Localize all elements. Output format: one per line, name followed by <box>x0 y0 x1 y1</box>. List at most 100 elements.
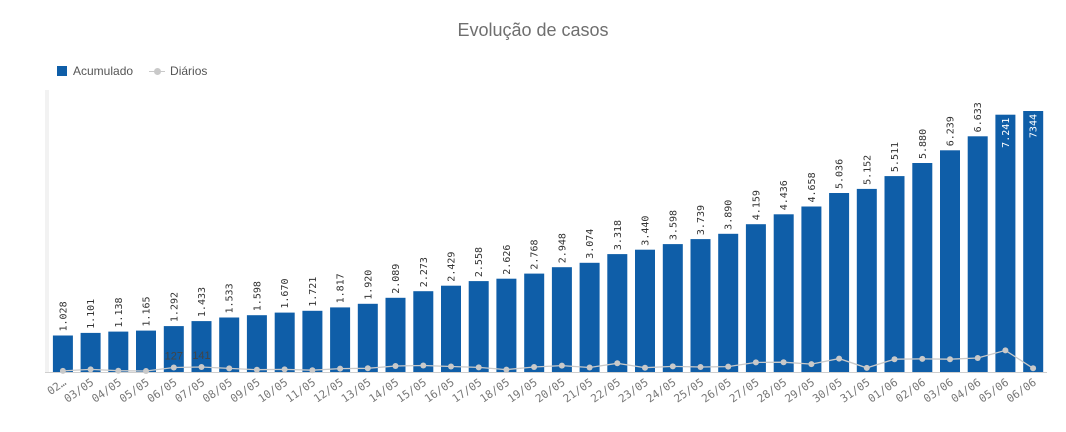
bar-acumulado[interactable] <box>52 335 73 373</box>
bar-acumulado[interactable] <box>967 136 988 372</box>
bar-acumulado[interactable] <box>579 262 600 372</box>
point-diarios[interactable] <box>808 361 815 368</box>
point-diarios[interactable] <box>614 360 621 367</box>
bar-acumulado[interactable] <box>662 244 683 372</box>
bar-acumulado[interactable] <box>745 224 766 372</box>
point-diarios[interactable] <box>59 367 66 374</box>
point-diarios[interactable] <box>586 364 593 371</box>
point-diarios[interactable] <box>697 364 704 370</box>
bar-value-label: 5.511 <box>890 142 901 172</box>
x-tick-label: 03/05 <box>62 376 97 406</box>
bar-acumulado[interactable] <box>163 326 184 372</box>
point-diarios[interactable] <box>337 365 344 372</box>
point-diarios[interactable] <box>919 355 926 362</box>
point-diarios[interactable] <box>974 355 981 361</box>
point-diarios[interactable] <box>1002 347 1009 354</box>
point-diarios[interactable] <box>863 364 870 371</box>
bar-acumulado[interactable] <box>330 307 351 372</box>
bar-acumulado[interactable] <box>718 233 739 372</box>
bar-value-label: 7.241 <box>1001 118 1012 148</box>
bar-acumulado[interactable] <box>1023 111 1044 372</box>
point-diarios[interactable] <box>281 366 288 373</box>
point-diarios[interactable] <box>669 363 676 370</box>
point-diarios[interactable] <box>503 366 510 373</box>
bar-acumulado[interactable] <box>219 317 240 373</box>
plot-left-band <box>45 90 49 372</box>
x-tick-label: 04/05 <box>89 376 124 406</box>
bar-acumulado[interactable] <box>274 312 295 372</box>
x-tick-labels: 02…03/0504/0505/0506/0507/0508/0509/0510… <box>45 376 1039 406</box>
legend-label-acumulado: Acumulado <box>73 64 134 78</box>
bar-acumulado[interactable] <box>302 310 323 372</box>
bar-value-label: 3.318 <box>613 220 624 250</box>
bar-acumulado[interactable] <box>607 254 628 372</box>
point-diarios[interactable] <box>170 364 177 371</box>
point-diarios[interactable] <box>420 362 427 369</box>
point-diarios[interactable] <box>364 365 371 372</box>
x-tick-label: 23/05 <box>616 376 651 406</box>
point-diarios[interactable] <box>780 359 787 366</box>
point-diarios[interactable] <box>947 356 953 363</box>
bar-acumulado[interactable] <box>856 188 877 372</box>
bar-acumulado[interactable] <box>496 278 517 372</box>
x-tick-label: 12/05 <box>311 376 346 406</box>
bar-acumulado[interactable] <box>136 330 156 372</box>
x-tick-label: 16/05 <box>422 376 457 406</box>
x-tick-label: 06/06 <box>1004 376 1039 406</box>
point-diarios[interactable] <box>891 356 898 363</box>
point-diarios[interactable] <box>475 364 482 371</box>
bar-acumulado[interactable] <box>884 176 905 372</box>
x-tick-label: 29/05 <box>783 376 818 406</box>
point-diarios[interactable] <box>198 364 205 370</box>
bar-acumulado[interactable] <box>829 193 850 372</box>
x-tick-label: 08/05 <box>200 376 235 406</box>
point-diarios[interactable] <box>253 366 260 373</box>
legend-item-acumulado[interactable]: Acumulado <box>57 64 133 78</box>
bar-value-label: 1.433 <box>197 287 208 317</box>
bar-acumulado[interactable] <box>690 239 711 372</box>
bars-group <box>52 111 1044 373</box>
point-diarios[interactable] <box>87 366 94 373</box>
bar-acumulado[interactable] <box>940 150 960 372</box>
series-line-diarios <box>62 349 1034 372</box>
point-diarios[interactable] <box>226 365 233 372</box>
bar-acumulado[interactable] <box>413 291 434 372</box>
point-diarios[interactable] <box>642 364 648 371</box>
point-diarios[interactable] <box>558 362 565 369</box>
bar-acumulado[interactable] <box>357 303 378 372</box>
bar-acumulado[interactable] <box>191 321 212 372</box>
bar-value-label: 1.533 <box>225 283 236 313</box>
point-diarios[interactable] <box>1030 365 1037 372</box>
point-diarios[interactable] <box>143 368 149 374</box>
point-diarios[interactable] <box>752 359 759 366</box>
bar-acumulado[interactable] <box>801 206 822 373</box>
bar-acumulado[interactable] <box>246 315 267 372</box>
bar-acumulado[interactable] <box>773 214 794 372</box>
bar-acumulado[interactable] <box>441 285 461 372</box>
bar-acumulado[interactable] <box>524 273 545 372</box>
bar-acumulado[interactable] <box>80 332 101 372</box>
bar-value-label: 4.436 <box>779 180 790 210</box>
point-diarios[interactable] <box>392 363 399 369</box>
point-diarios[interactable] <box>531 364 538 370</box>
bar-value-label: 2.558 <box>474 247 485 277</box>
point-diarios[interactable] <box>115 367 122 374</box>
point-value-label: 127 <box>165 351 183 363</box>
point-diarios[interactable] <box>836 355 843 362</box>
bar-acumulado[interactable] <box>635 249 655 372</box>
line-points-group: 127 141 <box>59 347 1037 374</box>
point-diarios[interactable] <box>309 367 316 374</box>
bar-acumulado[interactable] <box>468 281 489 372</box>
x-tick-label: 14/05 <box>367 376 402 406</box>
point-diarios[interactable] <box>448 363 454 370</box>
bar-value-label: 2.429 <box>447 252 458 282</box>
legend-item-diarios[interactable]: Diários <box>149 64 207 78</box>
bar-acumulado[interactable] <box>385 297 406 372</box>
bar-value-label: 2.089 <box>391 264 402 294</box>
bar-acumulado[interactable] <box>912 163 933 372</box>
point-diarios[interactable] <box>725 363 732 370</box>
bar-acumulado[interactable] <box>108 331 129 372</box>
bar-acumulado[interactable] <box>995 114 1016 372</box>
x-tick-label: 26/05 <box>699 376 734 406</box>
bar-acumulado[interactable] <box>551 267 572 372</box>
